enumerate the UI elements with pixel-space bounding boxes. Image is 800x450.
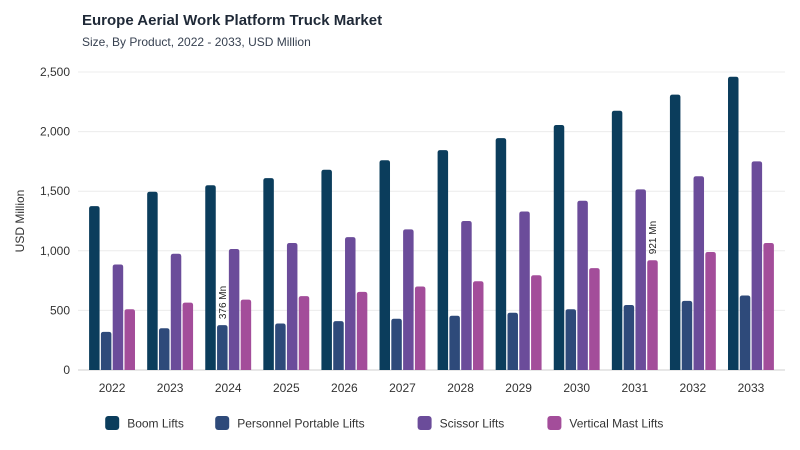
bar — [414, 286, 426, 370]
legend-item-label: Personnel Portable Lifts — [237, 417, 364, 431]
x-tick-label: 2032 — [680, 381, 707, 395]
bar — [739, 295, 751, 370]
bar — [158, 328, 170, 370]
bar — [519, 211, 530, 370]
x-tick-label: 2026 — [331, 381, 358, 395]
x-tick-label: 2033 — [738, 381, 765, 395]
bar — [647, 260, 658, 370]
legend-item-label: Boom Lifts — [127, 417, 184, 431]
bar — [240, 299, 252, 370]
bar — [669, 94, 681, 370]
y-tick-label: 2,500 — [40, 65, 70, 79]
bar — [228, 249, 240, 370]
bar — [495, 138, 507, 370]
bar — [635, 189, 646, 370]
bar — [437, 150, 449, 370]
bar — [751, 161, 763, 370]
bar — [379, 160, 391, 370]
legend-item-label: Vertical Mast Lifts — [569, 417, 663, 431]
legend-swatch — [105, 416, 120, 430]
x-tick-label: 2028 — [447, 381, 474, 395]
x-tick-label: 2024 — [215, 381, 242, 395]
data-label: 921 Mn — [648, 221, 659, 254]
x-tick-label: 2023 — [157, 381, 184, 395]
bar — [345, 237, 356, 370]
bar — [507, 312, 518, 370]
chart-subtitle: Size, By Product, 2022 - 2033, USD Milli… — [82, 35, 311, 49]
bar — [565, 309, 577, 370]
y-tick-label: 500 — [50, 303, 70, 317]
bar — [89, 206, 100, 370]
bar — [472, 281, 484, 370]
bar — [298, 296, 310, 370]
bar — [333, 321, 344, 370]
x-tick-label: 2025 — [273, 381, 300, 395]
y-tick-label: 1,500 — [40, 184, 70, 198]
bar — [623, 305, 635, 370]
y-tick-label: 2,000 — [40, 125, 70, 139]
bar — [205, 185, 216, 370]
bar — [693, 176, 705, 370]
bar — [321, 169, 332, 370]
legend-swatch — [417, 416, 432, 430]
x-tick-label: 2027 — [389, 381, 416, 395]
bar — [449, 315, 460, 370]
bar — [763, 243, 774, 370]
x-tick-label: 2030 — [563, 381, 590, 395]
bar — [728, 76, 739, 370]
bar — [531, 275, 542, 370]
legend-swatch — [547, 416, 562, 430]
bar — [403, 229, 414, 370]
y-tick-label: 0 — [63, 363, 70, 377]
bar — [705, 251, 716, 370]
bar — [391, 318, 402, 370]
bar — [112, 264, 124, 370]
y-axis-label: USD Million — [13, 190, 27, 253]
chart-title: Europe Aerial Work Platform Truck Market — [82, 12, 383, 29]
x-tick-label: 2031 — [621, 381, 648, 395]
bar — [100, 331, 112, 370]
y-tick-label: 1,000 — [40, 244, 70, 258]
bar — [356, 291, 368, 370]
bar — [275, 323, 286, 370]
legend-item-label: Scissor Lifts — [440, 417, 505, 431]
bar — [589, 268, 600, 370]
bar — [681, 300, 693, 370]
bar — [182, 302, 194, 370]
bar — [577, 200, 588, 370]
bar — [461, 221, 472, 370]
bar — [263, 178, 274, 370]
x-tick-label: 2029 — [505, 381, 532, 395]
data-label: 376 Mn — [218, 286, 229, 319]
bar — [124, 309, 135, 370]
x-tick-label: 2022 — [99, 381, 126, 395]
bar — [170, 253, 182, 370]
bar — [553, 125, 565, 370]
bar — [611, 110, 623, 371]
legend-swatch — [215, 416, 230, 430]
bar — [147, 191, 158, 370]
bar — [217, 325, 228, 370]
bar — [286, 243, 298, 370]
